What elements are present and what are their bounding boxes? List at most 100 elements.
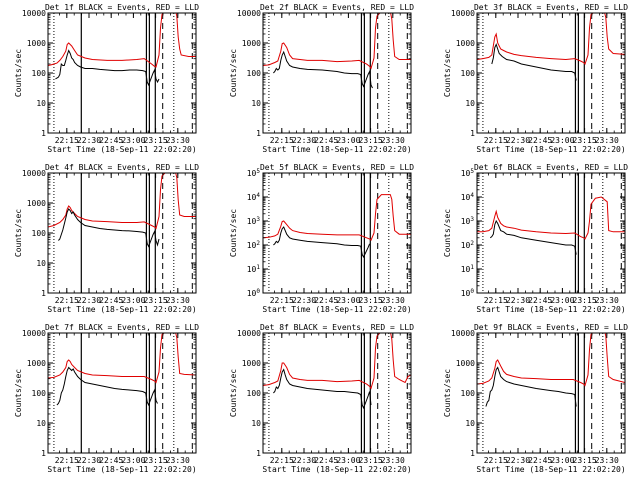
- panel-title: Det 1f BLACK = Events, RED = LLD: [45, 3, 199, 12]
- detector-panel-9: 1 10 100 1000 10000 22:1522:3022:4523:0023:15…: [443, 323, 628, 474]
- y-tick-label: 1000: [27, 359, 46, 368]
- lld-series-line: [48, 13, 196, 68]
- y-axis-label: Counts/sec: [229, 49, 238, 97]
- detector-panel-5: 10010110210310410522:1522:3022:4523:0023…: [229, 163, 414, 314]
- x-tick-label: 23:00: [550, 296, 574, 305]
- x-tick-label: 23:15: [573, 456, 597, 465]
- y-tick-label: 103: [461, 216, 475, 226]
- y-tick-label: 10000: [22, 329, 46, 338]
- y-tick-label: 104: [247, 192, 261, 202]
- y-tick-label: 1000: [27, 199, 46, 208]
- x-axis-label: Start Time (18-Sep-11 22:02:20): [476, 465, 625, 474]
- events-series-line: [58, 208, 160, 248]
- y-tick-label: 101: [461, 264, 475, 274]
- lld-series-line: [48, 173, 196, 230]
- y-axis-label: Counts/sec: [443, 49, 452, 97]
- y-axis-label: Counts/sec: [229, 369, 238, 417]
- x-tick-label: 23:15: [359, 296, 383, 305]
- x-axis-label: Start Time (18-Sep-11 22:02:20): [476, 305, 625, 314]
- lld-series-line: [477, 196, 625, 240]
- y-tick-label: 10000: [451, 329, 475, 338]
- y-tick-label: 10: [465, 99, 475, 108]
- y-tick-label: 10000: [451, 9, 475, 18]
- events-series-line: [489, 219, 577, 255]
- lld-series-line: [477, 333, 625, 387]
- y-tick-label: 1: [41, 129, 46, 138]
- panel-title: Det 4f BLACK = Events, RED = LLD: [45, 163, 199, 172]
- lld-series-line: [48, 333, 196, 384]
- y-tick-label: 1: [256, 129, 261, 138]
- y-tick-label: 100: [247, 389, 262, 398]
- y-tick-label: 1: [470, 449, 475, 458]
- x-tick-label: 22:15: [484, 296, 508, 305]
- y-tick-label: 1: [470, 129, 475, 138]
- x-axis-label: Start Time (18-Sep-11 22:02:20): [476, 145, 625, 154]
- x-tick-label: 22:30: [77, 136, 101, 145]
- x-tick-label: 22:15: [270, 456, 294, 465]
- x-tick-label: 23:15: [573, 296, 597, 305]
- x-tick-label: 23:30: [381, 456, 405, 465]
- x-tick-label: 22:45: [528, 296, 552, 305]
- y-tick-label: 1000: [456, 39, 475, 48]
- x-tick-label: 22:30: [77, 456, 101, 465]
- x-tick-label: 22:45: [99, 456, 123, 465]
- x-tick-label: 23:30: [166, 136, 190, 145]
- x-tick-label: 22:15: [55, 456, 79, 465]
- x-tick-label: 23:15: [573, 136, 597, 145]
- x-tick-label: 22:45: [314, 456, 338, 465]
- y-tick-label: 10000: [22, 9, 46, 18]
- y-tick-label: 100: [32, 389, 47, 398]
- x-tick-label: 23:30: [595, 456, 619, 465]
- x-tick-label: 23:15: [144, 136, 168, 145]
- y-tick-label: 10000: [237, 9, 261, 18]
- lld-series-line: [263, 333, 411, 390]
- panel-frame: [262, 172, 412, 294]
- x-tick-label: 23:30: [595, 136, 619, 145]
- panel-title: Det 8f BLACK = Events, RED = LLD: [260, 323, 414, 332]
- x-tick-label: 22:15: [55, 136, 79, 145]
- x-tick-label: 23:00: [121, 136, 145, 145]
- y-tick-label: 1: [41, 289, 46, 298]
- x-tick-label: 22:30: [506, 456, 530, 465]
- y-tick-label: 105: [461, 168, 475, 178]
- y-tick-label: 100: [32, 69, 47, 78]
- events-series-line: [273, 226, 371, 259]
- x-tick-label: 23:00: [550, 136, 574, 145]
- x-axis-label: Start Time (18-Sep-11 22:02:20): [47, 145, 196, 154]
- y-tick-label: 100: [461, 389, 476, 398]
- x-tick-label: 23:30: [381, 296, 405, 305]
- events-series-line: [491, 43, 577, 81]
- y-tick-label: 1000: [456, 359, 475, 368]
- y-tick-label: 100: [461, 69, 476, 78]
- x-axis-label: Start Time (18-Sep-11 22:02:20): [47, 305, 196, 314]
- x-tick-label: 22:15: [484, 136, 508, 145]
- y-tick-label: 102: [461, 240, 475, 250]
- x-tick-label: 23:00: [121, 456, 145, 465]
- y-axis-label: Counts/sec: [443, 369, 452, 417]
- x-tick-label: 22:15: [270, 296, 294, 305]
- x-tick-label: 22:15: [55, 296, 79, 305]
- x-axis-label: Start Time (18-Sep-11 22:02:20): [262, 465, 411, 474]
- x-tick-label: 23:00: [550, 456, 574, 465]
- x-tick-label: 22:45: [99, 136, 123, 145]
- y-tick-label: 100: [247, 288, 261, 298]
- y-axis-label: Counts/sec: [14, 369, 23, 417]
- y-tick-label: 10000: [22, 169, 46, 178]
- y-tick-label: 100: [32, 229, 47, 238]
- x-tick-label: 22:15: [484, 456, 508, 465]
- events-series-line: [273, 368, 372, 410]
- detector-panel-8: 1 10 100 1000 10000 22:1522:3022:4523:0023:15…: [229, 323, 414, 474]
- y-tick-label: 1000: [27, 39, 46, 48]
- x-tick-label: 23:15: [144, 296, 168, 305]
- panel-title: Det 9f BLACK = Events, RED = LLD: [474, 323, 628, 332]
- x-tick-label: 22:30: [506, 296, 530, 305]
- events-series-line: [273, 50, 373, 89]
- events-series-line: [56, 366, 158, 407]
- lld-series-line: [263, 194, 411, 242]
- y-tick-label: 10: [251, 419, 261, 428]
- x-axis-label: Start Time (18-Sep-11 22:02:20): [262, 145, 411, 154]
- y-tick-label: 10: [251, 99, 261, 108]
- y-tick-label: 1: [256, 449, 261, 458]
- x-tick-label: 23:15: [359, 136, 383, 145]
